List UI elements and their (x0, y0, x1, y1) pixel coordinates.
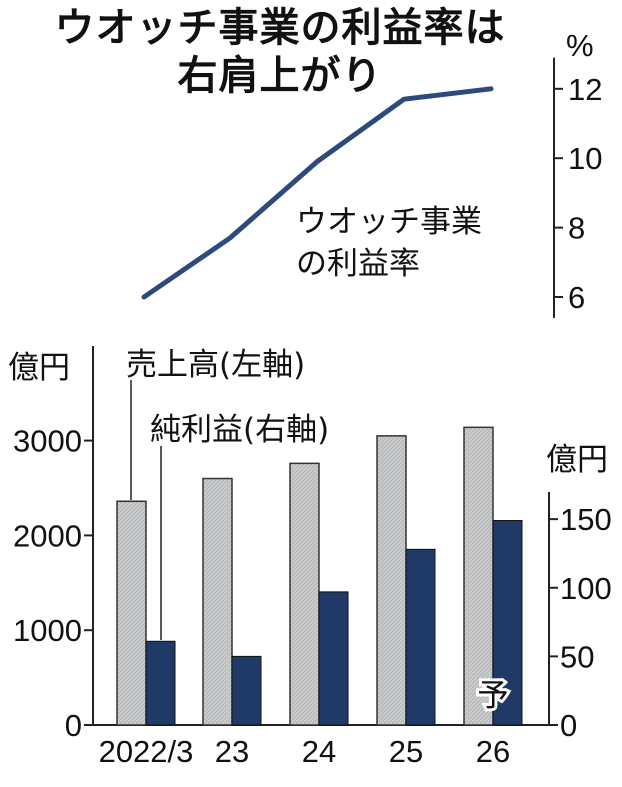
left-axis-tick-label: 3000 (13, 424, 82, 459)
left-axis-tick-label: 1000 (13, 613, 82, 648)
x-tick-label: 26 (476, 734, 510, 769)
bar-net-profit (492, 520, 523, 726)
title-line-2: 右肩上がり (177, 53, 383, 99)
bar-sales (289, 462, 320, 726)
bar-net-profit (231, 655, 262, 726)
bar-net-profit (145, 640, 176, 726)
right-axis-tick-label: 100 (560, 571, 612, 606)
line-series-label: ウオッチ事業 (296, 204, 482, 240)
bar-sales (116, 500, 147, 726)
right-axis-unit: 億円 (546, 442, 608, 478)
forecast-annotation: 予 (478, 678, 509, 714)
bar-sales (202, 477, 233, 726)
x-tick-label: 25 (389, 734, 423, 769)
line-series-label: の利益率 (296, 246, 420, 282)
line-chart: % 6 8 10 12 ウオッチ事業の利益率 (141, 28, 602, 318)
legend-sales-label: 売上高(左軸) (126, 347, 305, 383)
line-y-tick-label: 12 (568, 72, 602, 107)
bar-net-profit (405, 548, 436, 726)
bar-sales (463, 426, 494, 726)
chart-title: ウオッチ事業の利益率は 右肩上がり (0, 4, 560, 100)
x-tick-label: 23 (215, 734, 249, 769)
line-y-unit: % (566, 28, 594, 63)
bar-sales (376, 435, 407, 726)
right-axis-tick-label: 150 (560, 502, 612, 537)
line-y-tick-label: 6 (568, 280, 585, 315)
x-tick-label: 2022/3 (99, 734, 194, 769)
line-series-profit-margin (141, 86, 494, 300)
right-axis-tick-label: 50 (560, 639, 594, 674)
line-y-tick-label: 10 (568, 141, 602, 176)
right-axis-tick-label: 0 (560, 708, 577, 743)
left-axis-unit: 億円 (8, 350, 70, 386)
bar-net-profit (318, 591, 349, 726)
x-tick-label: 24 (302, 734, 336, 769)
forecast-annotation-halo: 予 (478, 678, 509, 714)
title-line-1: ウオッチ事業の利益率は (54, 5, 506, 51)
legend-profit-label: 純利益(右軸) (150, 412, 329, 448)
left-axis-tick-label: 0 (65, 708, 82, 743)
left-axis-tick-label: 2000 (13, 518, 82, 553)
line-y-tick-label: 8 (568, 211, 585, 246)
